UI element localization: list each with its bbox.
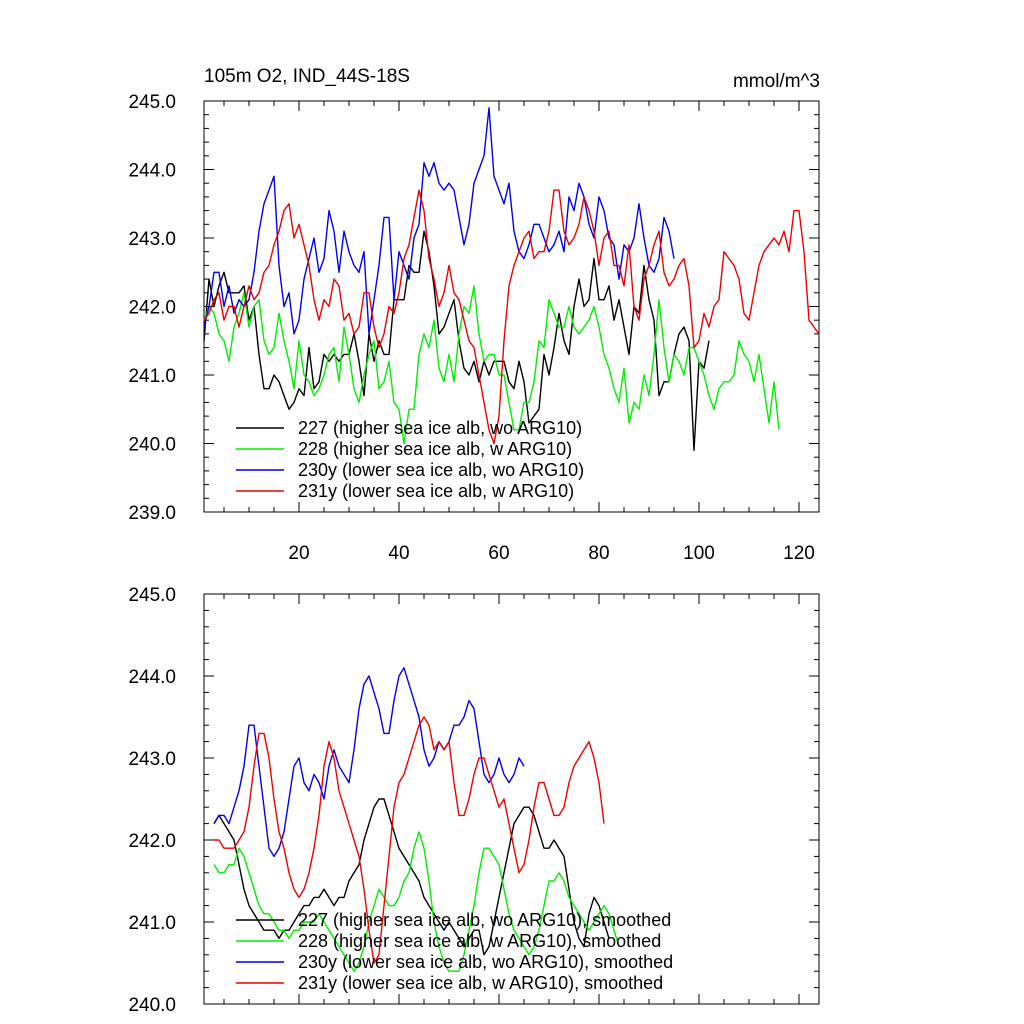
y-tick-label: 242.0 — [128, 831, 176, 852]
x-tick-label: 80 — [588, 543, 609, 564]
series-line — [203, 285, 780, 445]
legend-label: 230y (lower sea ice alb, wo ARG10), smoo… — [298, 952, 673, 972]
legend-label: 231y (lower sea ice alb, w ARG10) — [298, 481, 574, 501]
series-line — [203, 230, 710, 451]
bottom-major-ticks — [204, 593, 819, 1005]
y-tick-label: 239.0 — [128, 503, 176, 524]
y-tick-label: 244.0 — [128, 161, 176, 182]
bottom-panel: 240.0 241.0 242.0 243.0 244.0 245.0 227 (high… — [128, 585, 820, 1016]
top-y-tick-labels: 239.0 240.0 241.0 242.0 243.0 244.0 245.0 — [128, 92, 176, 524]
series-line — [203, 189, 820, 445]
top-panel-units: mmol/m^3 — [733, 71, 820, 92]
x-tick-label: 20 — [288, 543, 309, 564]
legend-label: 228 (higher sea ice alb, w ARG10) — [298, 439, 572, 459]
bottom-series-lines — [213, 667, 620, 972]
y-tick-label: 245.0 — [128, 92, 176, 113]
x-tick-label: 60 — [488, 543, 509, 564]
x-tick-label: 100 — [683, 543, 715, 564]
series-line — [214, 716, 605, 964]
y-tick-label: 242.0 — [128, 298, 176, 319]
legend-label: 231y (lower sea ice alb, w ARG10), smoot… — [298, 973, 663, 993]
legend-label: 228 (higher sea ice alb, w ARG10), smoot… — [298, 931, 661, 951]
series-line — [213, 831, 620, 972]
bottom-y-tick-labels: 240.0 241.0 242.0 243.0 244.0 245.0 — [128, 585, 176, 1016]
y-tick-label: 240.0 — [128, 995, 176, 1016]
top-panel: 105m O2, IND_44S-18S mmol/m^3 239.0 240.0… — [128, 66, 820, 564]
top-major-ticks — [204, 100, 819, 513]
bottom-plot-frame — [203, 593, 820, 1005]
y-tick-label: 240.0 — [128, 435, 176, 456]
top-legend: 227 (higher sea ice alb, wo ARG10)228 (h… — [236, 418, 584, 501]
series-line — [213, 667, 525, 858]
y-tick-label: 241.0 — [128, 366, 176, 387]
y-tick-label: 245.0 — [128, 585, 176, 606]
legend-label: 227 (higher sea ice alb, wo ARG10), smoo… — [298, 910, 671, 930]
y-tick-label: 244.0 — [128, 667, 176, 688]
series-line — [213, 798, 610, 956]
legend-label: 230y (lower sea ice alb, wo ARG10) — [298, 460, 584, 480]
top-panel-title: 105m O2, IND_44S-18S — [204, 66, 410, 87]
x-tick-label: 120 — [783, 543, 815, 564]
y-tick-label: 241.0 — [128, 913, 176, 934]
y-tick-label: 243.0 — [128, 749, 176, 770]
series-line — [203, 107, 675, 335]
legend-label: 227 (higher sea ice alb, wo ARG10) — [298, 418, 582, 438]
top-x-tick-labels: 20 40 60 80 100 120 — [288, 543, 814, 564]
bottom-legend: 227 (higher sea ice alb, wo ARG10), smoo… — [236, 910, 673, 993]
x-tick-label: 40 — [388, 543, 409, 564]
top-series-lines — [203, 107, 820, 451]
y-tick-label: 243.0 — [128, 229, 176, 250]
